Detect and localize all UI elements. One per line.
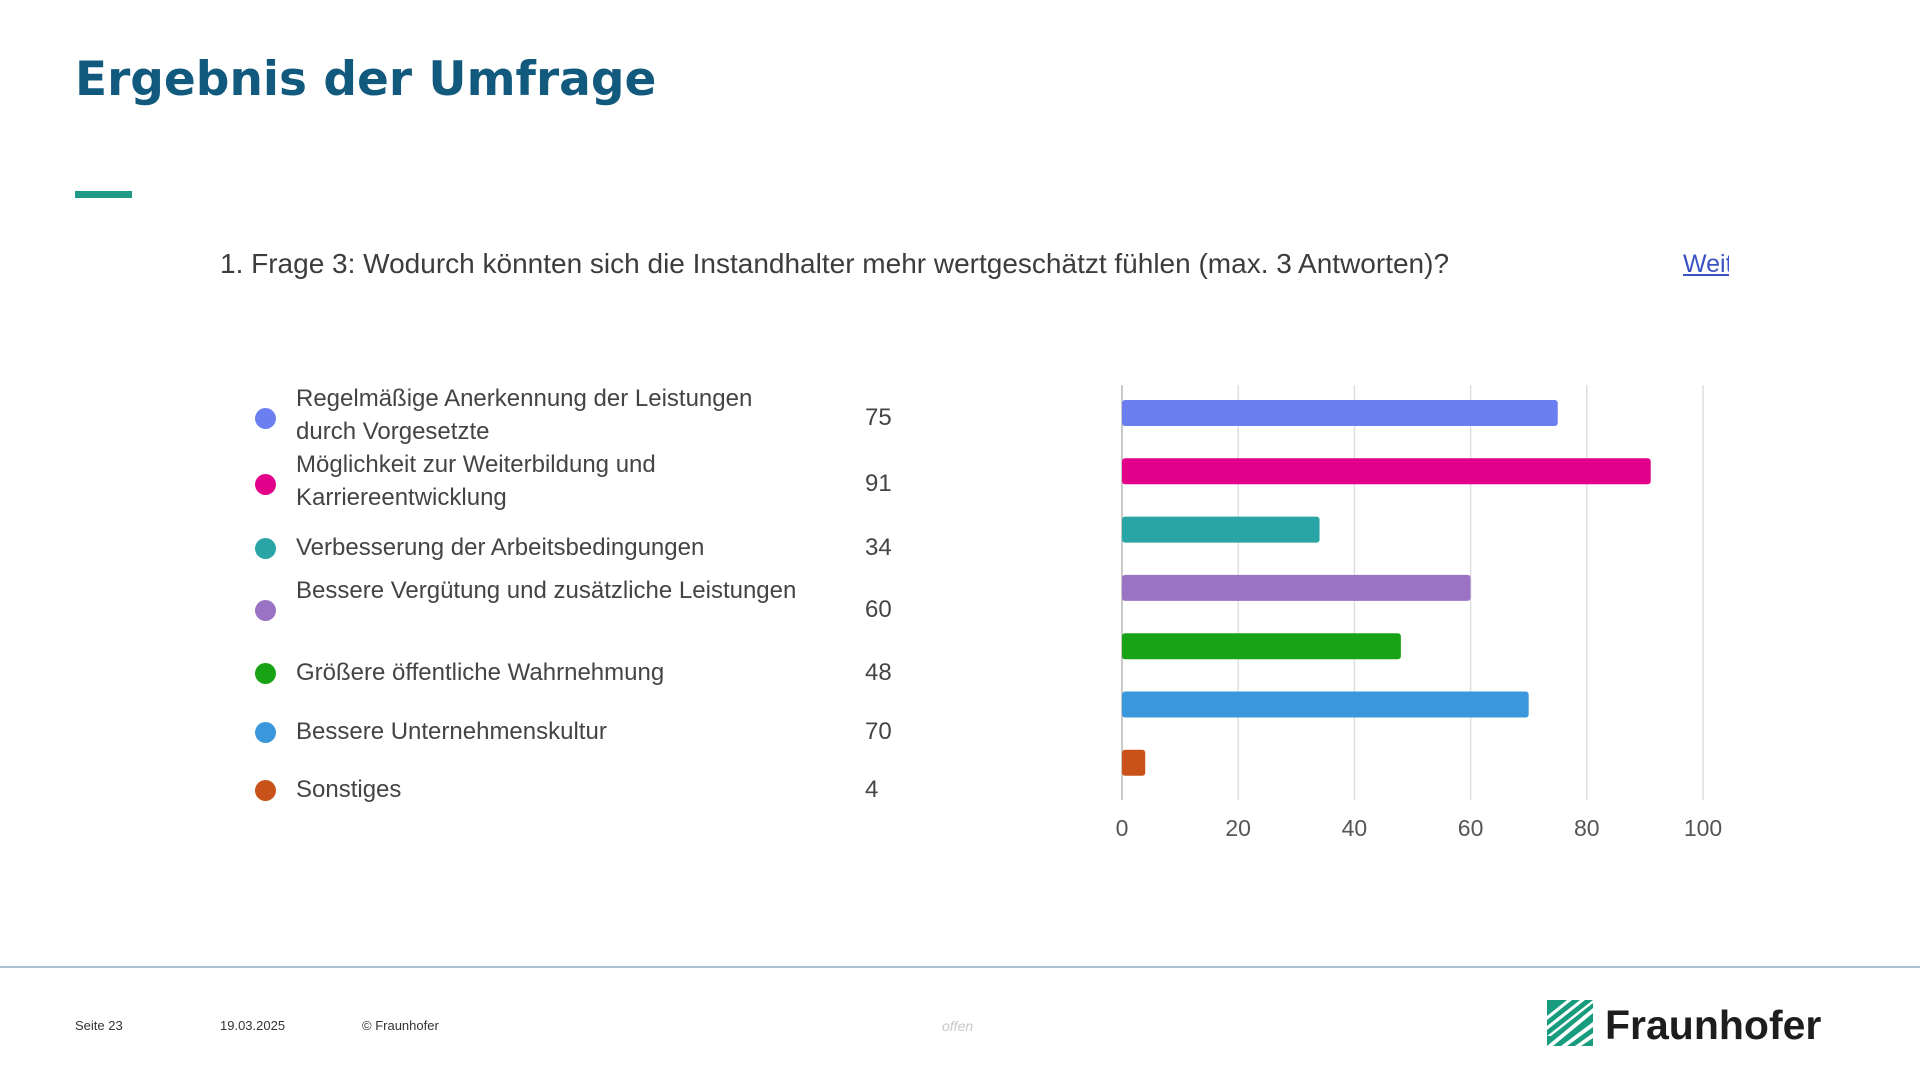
- question-text: 1. Frage 3: Wodurch könnten sich die Ins…: [220, 248, 1450, 279]
- legend-label: Verbesserung der Arbeitsbedingungen: [296, 534, 705, 561]
- legend-value: 91: [865, 470, 892, 497]
- footer-copyright: © Fraunhofer: [362, 1018, 439, 1033]
- legend-value: 4: [865, 776, 879, 803]
- legend-value: 70: [865, 718, 892, 745]
- x-tick-label-100: 100: [1684, 815, 1722, 841]
- bar-5: [1122, 633, 1401, 660]
- legend-label: Sonstiges: [296, 776, 402, 803]
- legend-value: 60: [865, 596, 892, 623]
- footer-divider: [0, 966, 1920, 968]
- legend-value: 48: [865, 659, 892, 686]
- footer-classification: offen: [942, 1018, 974, 1034]
- legend-label: Möglichkeit zur Weiterbildung und Karrie…: [296, 451, 656, 511]
- legend-label: Regelmäßige Anerkennung der Leistungen d…: [296, 385, 753, 445]
- page-title: Ergebnis der Umfrage: [75, 52, 657, 107]
- bar-1: [1122, 400, 1558, 426]
- legend-color-dot-icon: [255, 780, 276, 801]
- bar-4: [1122, 574, 1471, 601]
- x-tick-label-40: 40: [1342, 815, 1368, 841]
- title-accent-bar: [75, 191, 132, 198]
- legend-color-dot-icon: [255, 600, 276, 621]
- bar-7: [1122, 749, 1146, 776]
- footer-date: 19.03.2025: [220, 1018, 286, 1033]
- legend-value: 34: [865, 534, 892, 561]
- legend-color-dot-icon: [255, 408, 276, 429]
- bar-6: [1122, 691, 1529, 718]
- legend-color-dot-icon: [255, 538, 276, 559]
- legend-color-dot-icon: [255, 722, 276, 743]
- bar-2: [1122, 458, 1651, 485]
- footer-page-number: Seite 23: [75, 1018, 123, 1033]
- legend-label: Größere öffentliche Wahrnehmung: [296, 659, 665, 686]
- legend-label: Bessere Vergütung und zusätzliche Leistu…: [296, 577, 797, 604]
- fraunhofer-logo-mark-icon: [1547, 1000, 1593, 1046]
- legend-color-dot-icon: [255, 663, 276, 684]
- legend-color-dot-icon: [255, 474, 276, 495]
- bar-3: [1122, 516, 1320, 543]
- legend-value: 75: [865, 404, 892, 431]
- x-tick-label-0: 0: [1116, 815, 1129, 841]
- x-tick-label-20: 20: [1225, 815, 1251, 841]
- x-tick-label-60: 60: [1458, 815, 1484, 841]
- legend-label: Bessere Unternehmenskultur: [296, 718, 607, 745]
- fraunhofer-logo-text: Fraunhofer: [1605, 1002, 1822, 1048]
- x-tick-label-80: 80: [1574, 815, 1600, 841]
- bar-chart: 0 20 40 60 80 100: [1116, 385, 1722, 841]
- more-details-link[interactable]: Weitere Details: [1683, 250, 1729, 278]
